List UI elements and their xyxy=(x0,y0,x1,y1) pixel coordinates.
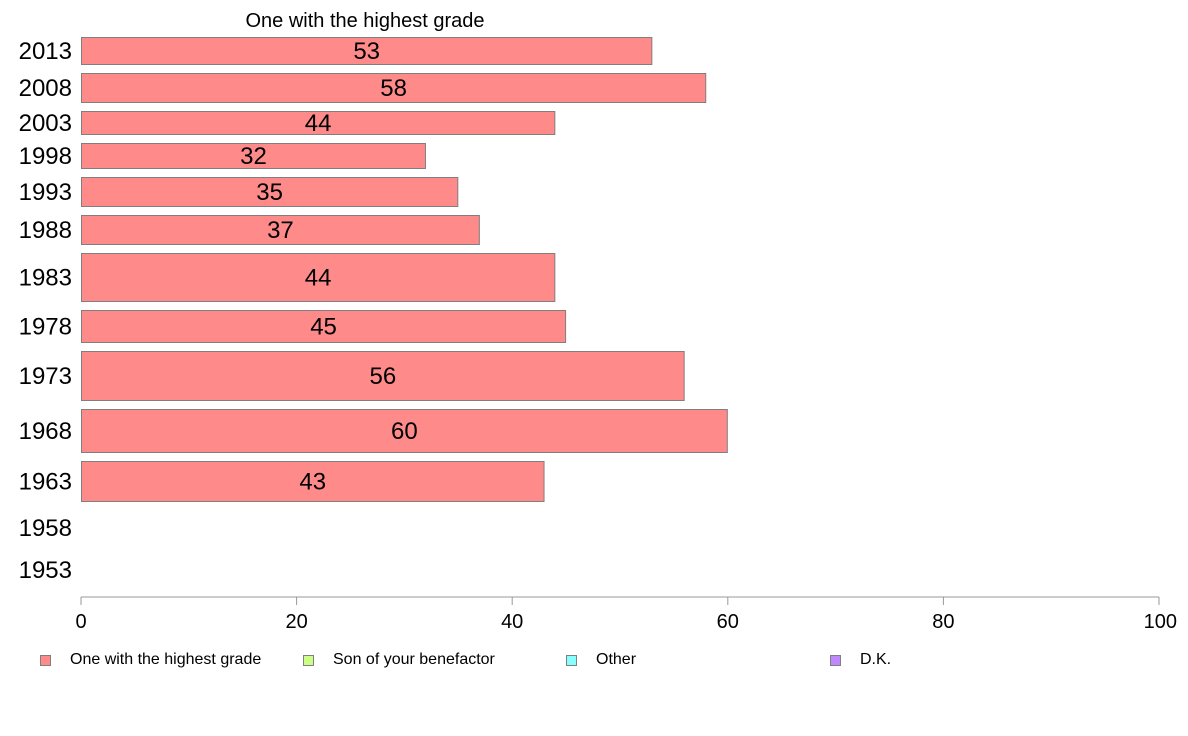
data-label-1993: 35 xyxy=(256,179,283,206)
data-label-1973: 56 xyxy=(369,363,396,390)
x-tick-label-60: 60 xyxy=(717,611,739,633)
bar-1963 xyxy=(81,461,545,502)
legend-swatch-highest-grade xyxy=(40,654,51,666)
y-tick-label-1998: 1998 xyxy=(19,143,72,170)
bar-1968 xyxy=(81,409,728,453)
y-tick-label-1973: 1973 xyxy=(19,363,72,390)
legend-label-son-of-benefactor: Son of your benefactor xyxy=(333,651,495,668)
x-tick-label-20: 20 xyxy=(285,611,307,633)
y-tick-label-1993: 1993 xyxy=(19,179,72,206)
y-tick-label-1958: 1958 xyxy=(19,515,72,542)
y-tick-label-2013: 2013 xyxy=(19,38,72,65)
legend-label-highest-grade: One with the highest grade xyxy=(70,651,262,668)
legend-item-other: Other xyxy=(566,648,636,672)
bar-2003 xyxy=(81,111,556,135)
x-tick-label-0: 0 xyxy=(75,611,86,633)
legend-label-dk: D.K. xyxy=(860,651,892,668)
bar-1973 xyxy=(81,351,685,401)
legend-label-other: Other xyxy=(596,651,637,668)
bar-2013 xyxy=(81,37,653,65)
data-label-2013: 53 xyxy=(353,38,380,65)
data-label-1998: 32 xyxy=(240,143,267,170)
bar-1983 xyxy=(81,253,556,302)
x-tick-label-100: 100 xyxy=(1144,611,1177,633)
data-label-1978: 45 xyxy=(310,314,337,341)
data-label-1963: 43 xyxy=(299,469,326,496)
bar-2008 xyxy=(81,73,707,103)
y-axis-labels: 2013 2008 2003 1998 1993 1988 1983 1978 1973 1968… xyxy=(19,38,72,584)
y-tick-label-1988: 1988 xyxy=(19,217,72,244)
data-label-1968: 60 xyxy=(391,418,418,445)
legend-item-son-of-benefactor: Son of your benefactor xyxy=(303,648,495,672)
data-label-2003: 44 xyxy=(305,110,332,137)
x-tick-label-40: 40 xyxy=(501,611,523,633)
y-tick-label-2008: 2008 xyxy=(19,75,72,102)
legend-swatch-dk xyxy=(830,654,841,666)
y-tick-label-2003: 2003 xyxy=(19,110,72,137)
bar-1998 xyxy=(81,143,426,169)
legend-swatch-son-of-benefactor xyxy=(303,654,314,666)
x-axis: 0 20 40 60 80 100 xyxy=(75,597,1177,633)
y-tick-label-1963: 1963 xyxy=(19,469,72,496)
x-tick-label-80: 80 xyxy=(932,611,954,633)
y-tick-label-1968: 1968 xyxy=(19,418,72,445)
bar-1993 xyxy=(81,177,459,207)
y-tick-label-1953: 1953 xyxy=(19,557,72,584)
bar-1978 xyxy=(81,310,567,343)
y-tick-label-1978: 1978 xyxy=(19,314,72,341)
data-label-2008: 58 xyxy=(380,75,407,102)
data-label-1988: 37 xyxy=(267,217,294,244)
chart-title: One with the highest grade xyxy=(245,10,484,32)
legend: One with the highest grade Son of your b… xyxy=(0,648,1188,672)
bar-1988 xyxy=(81,215,480,245)
legend-item-dk: D.K. xyxy=(830,648,891,672)
data-label-1983: 44 xyxy=(305,265,332,292)
legend-item-highest-grade: One with the highest grade xyxy=(40,648,261,672)
y-tick-label-1983: 1983 xyxy=(19,265,72,292)
legend-swatch-other xyxy=(566,654,577,666)
